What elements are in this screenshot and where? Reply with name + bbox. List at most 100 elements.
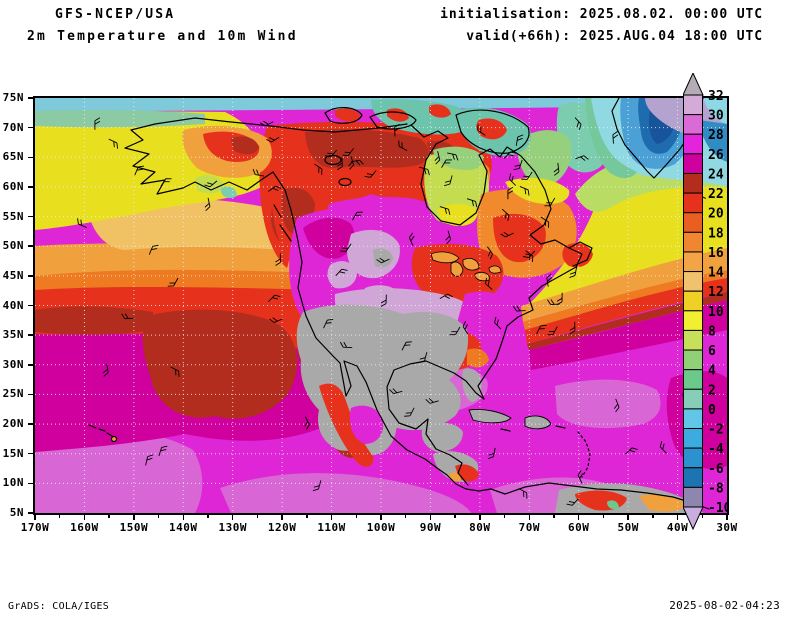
colorbar-level-label: 0 bbox=[708, 403, 716, 418]
lon-minor-tick bbox=[454, 515, 456, 518]
map-plot bbox=[35, 98, 727, 513]
lon-tick-label: 140W bbox=[161, 521, 205, 534]
lat-tick bbox=[28, 305, 33, 307]
lat-tick-label: 65N bbox=[3, 151, 24, 163]
lon-tick bbox=[578, 515, 580, 520]
lon-tick bbox=[133, 515, 135, 520]
map-frame bbox=[33, 96, 729, 515]
lon-tick-label: 160W bbox=[62, 521, 106, 534]
lat-tick bbox=[28, 394, 33, 396]
lon-minor-tick bbox=[158, 515, 160, 518]
colorbar-level-label: 14 bbox=[708, 266, 724, 281]
lat-tick bbox=[28, 97, 33, 99]
colorbar-level-label: 10 bbox=[708, 305, 724, 320]
colorbar-level-label: 2 bbox=[708, 383, 716, 398]
lat-tick-label: 70N bbox=[3, 122, 24, 134]
lat-tick-label: 15N bbox=[3, 448, 24, 460]
lon-minor-tick bbox=[59, 515, 61, 518]
colorbar-level-label: 4 bbox=[708, 364, 716, 379]
colorbar-segment bbox=[684, 311, 703, 331]
colorbar-level-label: -8 bbox=[708, 481, 724, 496]
lon-tick-label: 150W bbox=[112, 521, 156, 534]
colorbar-segment bbox=[684, 370, 703, 390]
lat-tick-label: 45N bbox=[3, 270, 24, 282]
lat-tick bbox=[28, 334, 33, 336]
lon-tick-label: 90W bbox=[408, 521, 452, 534]
lon-minor-tick bbox=[405, 515, 407, 518]
colorbar-segment bbox=[684, 95, 703, 115]
lat-tick-label: 25N bbox=[3, 388, 24, 400]
colorbar-segment bbox=[684, 232, 703, 252]
colorbar-segment bbox=[684, 154, 703, 174]
lon-tick-label: 50W bbox=[606, 521, 650, 534]
lon-minor-tick bbox=[356, 515, 358, 518]
colorbar-level-label: 12 bbox=[708, 285, 724, 300]
colorbar-level-label: 24 bbox=[708, 167, 724, 182]
colorbar-segment bbox=[684, 291, 703, 311]
colorbar-segment bbox=[684, 468, 703, 488]
lat-tick-label: 5N bbox=[10, 507, 24, 519]
lon-tick bbox=[529, 515, 531, 520]
lon-minor-tick bbox=[603, 515, 605, 518]
colorbar-segment bbox=[684, 252, 703, 272]
lon-tick-label: 110W bbox=[310, 521, 354, 534]
colorbar-level-label: 26 bbox=[708, 148, 724, 163]
lon-tick bbox=[84, 515, 86, 520]
lat-tick bbox=[28, 216, 33, 218]
lon-minor-tick bbox=[504, 515, 506, 518]
lon-tick-label: 170W bbox=[13, 521, 57, 534]
lon-tick bbox=[34, 515, 36, 520]
colorbar-segment bbox=[684, 272, 703, 292]
colorbar-level-label: 28 bbox=[708, 128, 724, 143]
colorbar-segment bbox=[684, 487, 703, 507]
colorbar-segment bbox=[684, 448, 703, 468]
lat-tick bbox=[28, 186, 33, 188]
lon-tick bbox=[430, 515, 432, 520]
lon-tick bbox=[677, 515, 679, 520]
lat-tick-label: 35N bbox=[3, 329, 24, 341]
lon-minor-tick bbox=[257, 515, 259, 518]
lon-tick bbox=[627, 515, 629, 520]
colorbar-level-label: 16 bbox=[708, 246, 724, 261]
lat-tick bbox=[28, 423, 33, 425]
lat-tick bbox=[28, 127, 33, 129]
colorbar-segment bbox=[684, 389, 703, 409]
colorbar-level-label: -6 bbox=[708, 462, 724, 477]
lon-tick-label: 70W bbox=[507, 521, 551, 534]
page-subtitle: 2m Temperature and 10m Wind bbox=[27, 29, 298, 44]
lon-tick-label: 80W bbox=[458, 521, 502, 534]
lon-tick-label: 60W bbox=[557, 521, 601, 534]
lat-tick-label: 40N bbox=[3, 300, 24, 312]
lat-tick bbox=[28, 245, 33, 247]
grads-credit: GrADS: COLA/IGES bbox=[8, 601, 109, 612]
colorbar-segment bbox=[684, 350, 703, 370]
lon-tick bbox=[281, 515, 283, 520]
lon-tick-label: 130W bbox=[211, 521, 255, 534]
lat-tick-label: 20N bbox=[3, 418, 24, 430]
colorbar-segment bbox=[684, 409, 703, 429]
colorbar-segment bbox=[684, 134, 703, 154]
colorbar-level-label: 20 bbox=[708, 207, 724, 222]
colorbar-segment bbox=[684, 429, 703, 449]
lon-tick bbox=[331, 515, 333, 520]
lat-tick bbox=[28, 512, 33, 514]
colorbar-below-arrow bbox=[683, 507, 703, 529]
lon-tick-label: 100W bbox=[359, 521, 403, 534]
colorbar-level-label: -2 bbox=[708, 423, 724, 438]
colorbar-segment bbox=[684, 193, 703, 213]
page-title: GFS-NCEP/USA bbox=[55, 7, 175, 22]
lat-tick bbox=[28, 483, 33, 485]
lon-tick bbox=[183, 515, 185, 520]
colorbar-level-label: 30 bbox=[708, 109, 724, 124]
lat-tick bbox=[28, 275, 33, 277]
colorbar-level-label: 8 bbox=[708, 324, 716, 339]
lat-axis: 75N70N65N60N55N50N45N40N35N30N25N20N15N1… bbox=[0, 98, 33, 513]
lon-minor-tick bbox=[306, 515, 308, 518]
lat-tick-label: 30N bbox=[3, 359, 24, 371]
render-timestamp: 2025-08-02-04:23 bbox=[669, 599, 780, 612]
colorbar-segment bbox=[684, 213, 703, 233]
init-time-label: initialisation: 2025.08.02. 00:00 UTC bbox=[440, 7, 763, 22]
colorbar-level-label: 6 bbox=[708, 344, 716, 359]
colorbar: 32302826242220181614121086420-2-4-6-8-10 bbox=[683, 73, 728, 531]
colorbar-level-label: 22 bbox=[708, 187, 724, 202]
